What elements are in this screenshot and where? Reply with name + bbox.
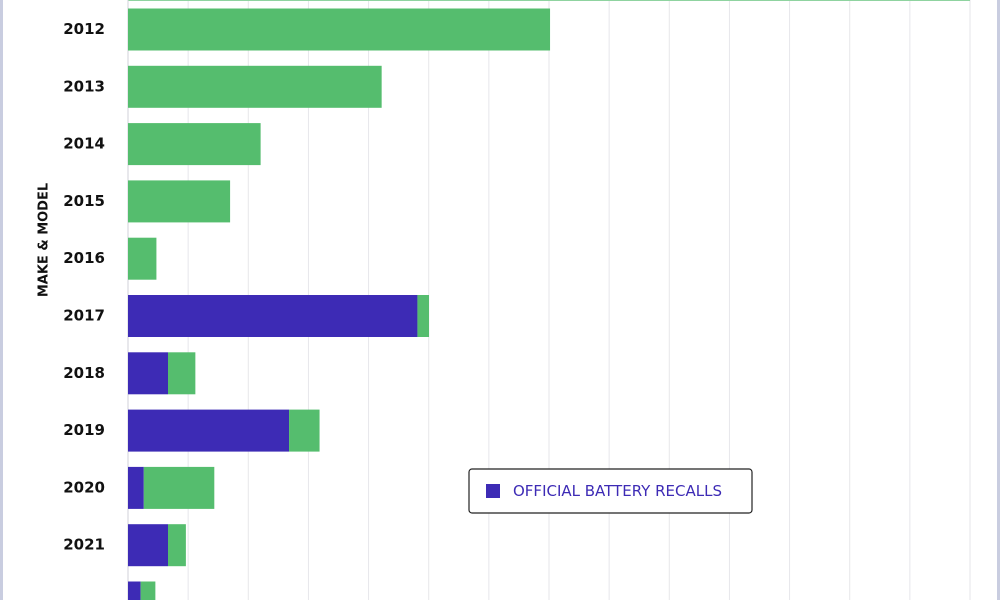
bar-segment <box>128 123 261 166</box>
bar-segment <box>128 466 144 509</box>
y-tick-label: 2020 <box>63 478 105 496</box>
y-tick-label: 2012 <box>63 20 105 38</box>
bar-segment <box>143 466 215 509</box>
bar-segment <box>128 581 141 600</box>
bar-segment <box>167 524 186 567</box>
bar-segment <box>417 295 430 337</box>
bar-segment <box>128 237 157 280</box>
y-axis-label: MAKE & MODEL <box>37 183 52 297</box>
legend: OFFICIAL BATTERY RECALLS <box>468 468 753 514</box>
legend-box <box>468 468 753 514</box>
bar-segment <box>167 352 196 395</box>
bar-segment <box>128 524 168 567</box>
y-tick-label: 2015 <box>63 192 105 210</box>
bar-segment <box>128 8 551 51</box>
bar-segment <box>128 65 382 108</box>
bar-segment <box>140 581 156 600</box>
bar-segment <box>128 180 231 223</box>
legend-label: OFFICIAL BATTERY RECALLS <box>513 482 722 500</box>
bar-segment <box>289 409 320 452</box>
bar-segment <box>128 409 290 452</box>
bar-segment <box>128 295 418 337</box>
y-tick-label: 2019 <box>63 421 105 439</box>
y-tick-label: 2013 <box>63 77 105 95</box>
bar-segment <box>128 352 168 395</box>
y-tick-label: 2016 <box>63 249 105 267</box>
y-tick-label: 2017 <box>63 307 105 325</box>
y-tick-label: 2018 <box>63 364 105 382</box>
y-tick-label: 2021 <box>63 536 105 554</box>
y-tick-label: 2014 <box>63 135 105 153</box>
legend-swatch <box>486 484 500 498</box>
